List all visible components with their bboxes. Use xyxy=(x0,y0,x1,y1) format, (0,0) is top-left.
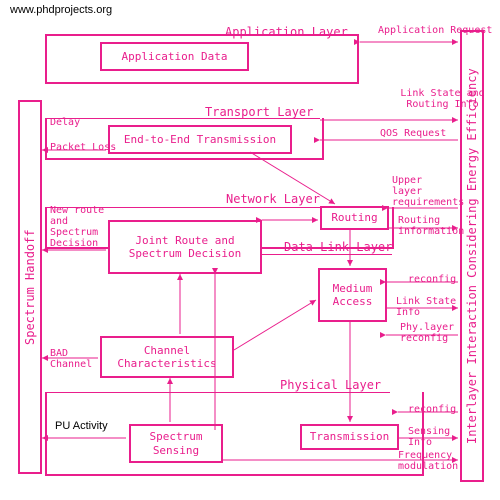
datalink-layer-label: Data Link Layer xyxy=(284,240,392,254)
phy-reconfig-label: Phy.layer reconfig xyxy=(400,322,454,344)
new-route-label: New route and Spectrum Decision xyxy=(50,205,104,249)
sep-network xyxy=(45,207,320,208)
network-layer-label: Network Layer xyxy=(226,192,320,206)
joint-route-box: Joint Route and Spectrum Decision xyxy=(108,220,262,274)
sensing-info-label: Sensing Info xyxy=(408,426,450,448)
channel-char-box: Channel Characteristics xyxy=(100,336,234,378)
reconfig1-label: reconfig xyxy=(408,274,456,285)
link-state-routing-label: Link State and Routing Info xyxy=(385,88,500,110)
e2e-transmission-box: End-to-End Transmission xyxy=(108,125,292,154)
pu-activity-label: PU Activity xyxy=(55,420,108,432)
transmission-box: Transmission xyxy=(300,424,399,450)
spectrum-handoff-panel: Spectrum Handoff xyxy=(18,100,42,474)
medium-access-box: Medium Access xyxy=(318,268,387,322)
link-state-info-label: Link State Info xyxy=(396,296,456,318)
application-data-box: Application Data xyxy=(100,42,249,71)
application-layer-label: Application Layer xyxy=(225,25,348,39)
sep-datalink xyxy=(262,254,392,255)
reconfig2-label: reconfig xyxy=(408,404,456,415)
url-text: www.phdprojects.org xyxy=(10,4,112,16)
physical-layer-label: Physical Layer xyxy=(280,378,381,392)
sep-transport xyxy=(45,118,320,119)
routing-box: Routing xyxy=(320,206,389,230)
qos-request-label: QOS Request xyxy=(380,128,446,139)
app-request-label: Application Request xyxy=(378,25,492,36)
upper-req-label: Upper layer requirements xyxy=(392,175,464,208)
spectrum-sensing-box: Spectrum Sensing xyxy=(129,424,223,463)
packet-loss-label: Packet Loss xyxy=(50,142,116,153)
transport-layer-label: Transport Layer xyxy=(205,105,313,119)
sep-physical xyxy=(45,392,390,393)
freq-mod-label: Frequency modulation xyxy=(398,450,458,472)
routing-info-label: Routing information xyxy=(398,215,464,237)
bad-channel-label: BAD Channel xyxy=(50,348,92,370)
